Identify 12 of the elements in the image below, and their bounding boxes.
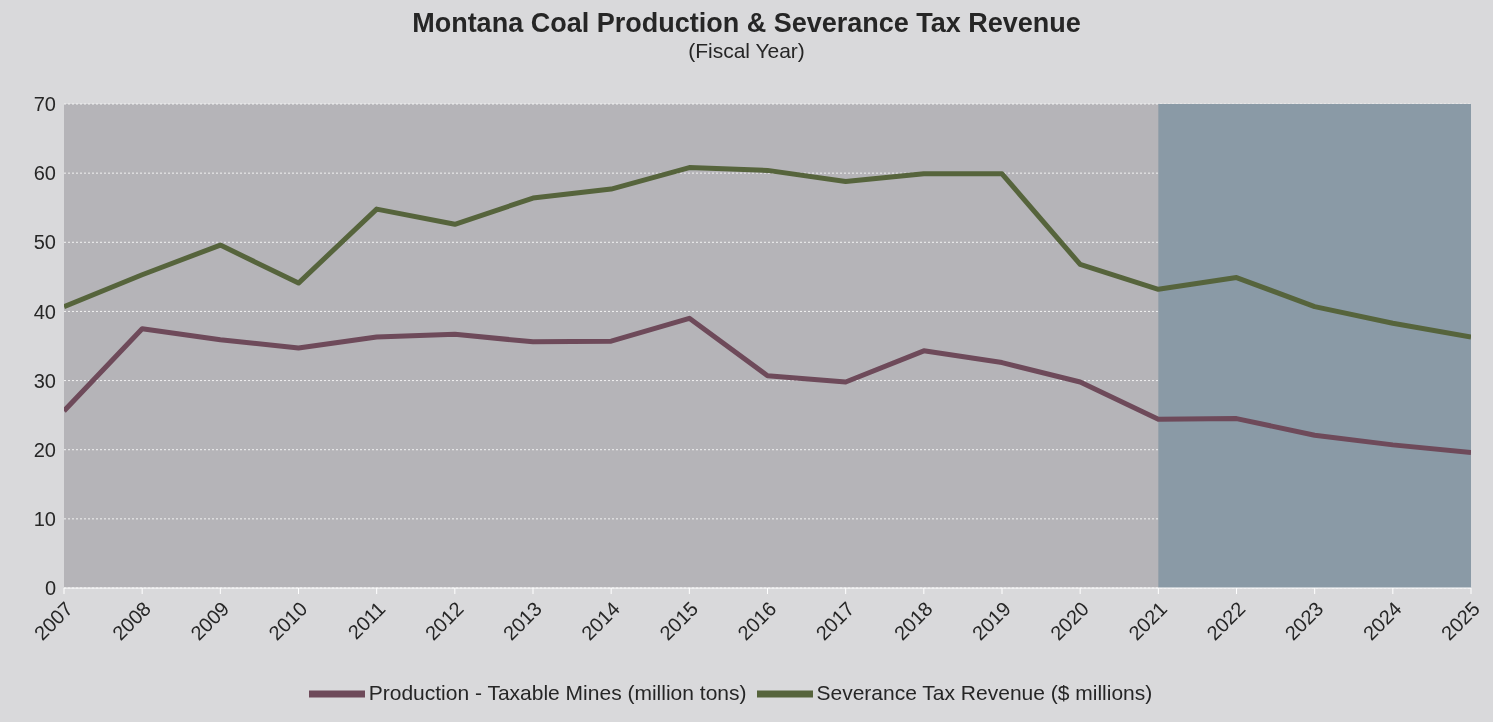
chart-title: Montana Coal Production & Severance Tax Revenue <box>411 8 1082 39</box>
y-tick-label: 30 <box>33 369 56 392</box>
y-tick-label: 50 <box>33 231 56 254</box>
y-tick-label: 0 <box>44 577 56 600</box>
y-tick-label: 20 <box>33 438 56 461</box>
legend-label: Severance Tax Revenue ($ millions) <box>816 680 1153 704</box>
y-tick-label: 10 <box>33 507 56 530</box>
y-tick-label: 70 <box>33 93 56 116</box>
legend-label: Production - Taxable Mines (million tons) <box>368 680 747 704</box>
y-tick-label: 40 <box>33 300 56 323</box>
y-tick-label: 60 <box>33 162 56 185</box>
chart-subtitle: (Fiscal Year) <box>687 39 806 63</box>
